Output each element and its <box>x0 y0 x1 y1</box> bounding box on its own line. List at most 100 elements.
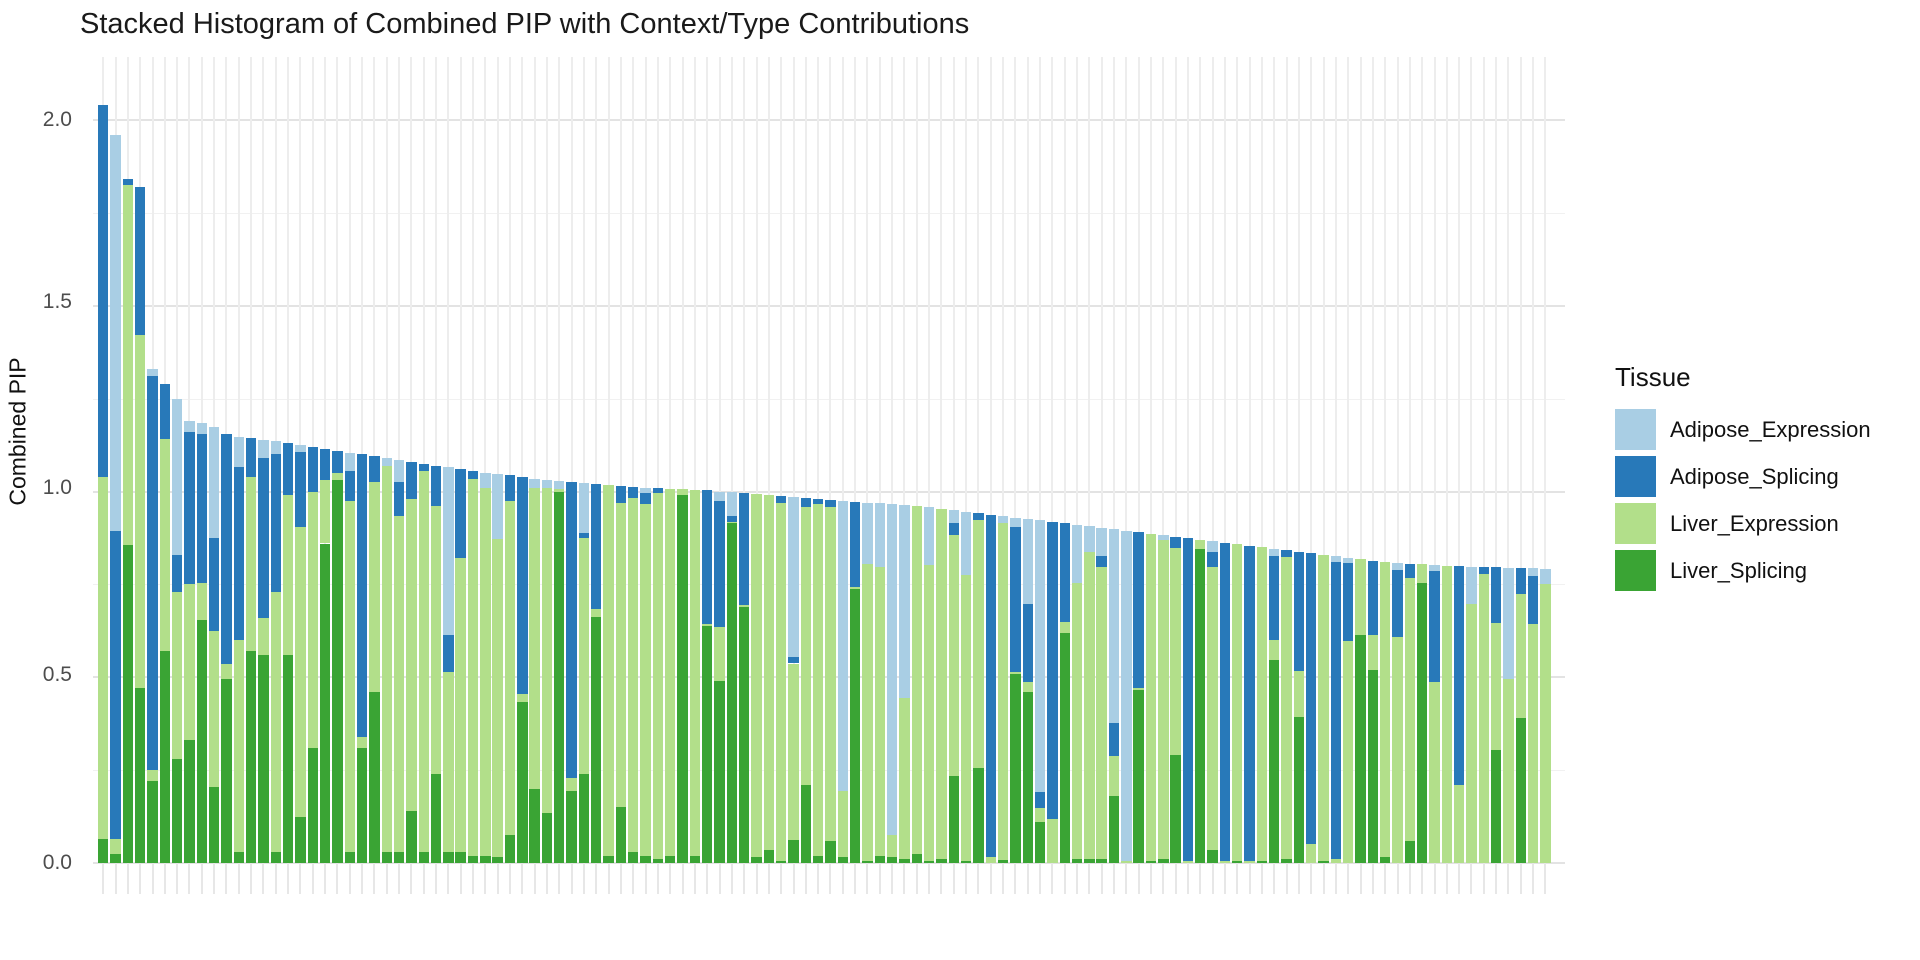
stacked-bar <box>110 134 121 863</box>
stacked-bar <box>911 505 922 863</box>
bar-segment-Liver_Splicing <box>1158 859 1169 863</box>
x-tick-mark <box>903 863 906 894</box>
gridline-vertical <box>1297 57 1300 863</box>
gridline-vertical <box>459 57 462 863</box>
bar-segment-Adipose_Splicing <box>418 463 429 472</box>
bar-segment-Liver_Splicing <box>1010 673 1021 863</box>
stacked-bar <box>1441 565 1453 863</box>
bar-segment-Adipose_Splicing <box>788 656 799 664</box>
bar-segment-Liver_Splicing <box>1404 840 1416 863</box>
bar-segment-Adipose_Splicing <box>1453 566 1465 786</box>
gridline-vertical <box>891 57 894 863</box>
bar-segment-Liver_Expression <box>812 503 824 856</box>
x-tick-mark <box>287 863 290 894</box>
bar-segment-Liver_Splicing <box>369 692 380 863</box>
stacked-bar <box>1034 520 1046 863</box>
bar-segment-Liver_Splicing <box>1071 859 1083 863</box>
x-tick-mark <box>928 863 931 894</box>
stacked-bar <box>775 495 787 863</box>
gridline-major <box>93 862 1565 864</box>
bar-segment-Liver_Splicing <box>381 851 392 863</box>
bar-segment-Liver_Splicing <box>886 857 898 863</box>
bar-segment-Liver_Expression <box>159 439 171 652</box>
bar-segment-Liver_Expression <box>1244 861 1255 863</box>
gridline-vertical <box>1039 57 1042 863</box>
gridline-vertical <box>1384 57 1387 863</box>
x-tick-mark <box>1076 863 1079 894</box>
bar-segment-Adipose_Splicing <box>122 179 134 186</box>
bar-segment-Liver_Expression <box>615 502 627 808</box>
stacked-bar <box>393 459 405 863</box>
gridline-vertical <box>435 57 438 863</box>
bar-segment-Adipose_Splicing <box>196 433 207 583</box>
gridline-vertical <box>1396 57 1399 863</box>
stacked-bar <box>319 448 331 863</box>
stacked-bar <box>406 461 417 863</box>
y-tick-label: 1.5 <box>42 290 72 313</box>
stacked-bar <box>1293 551 1305 863</box>
x-tick-mark <box>792 863 795 894</box>
bar-segment-Liver_Expression <box>270 591 281 852</box>
bar-segment-Adipose_Splicing <box>406 461 417 499</box>
bar-segment-Liver_Expression <box>899 698 910 860</box>
stacked-bar <box>788 497 799 863</box>
stacked-bar <box>566 482 577 863</box>
bar-segment-Adipose_Splicing <box>1490 567 1502 624</box>
bar-segment-Liver_Splicing <box>652 859 664 863</box>
bar-segment-Adipose_Splicing <box>455 469 466 559</box>
bar-segment-Adipose_Splicing <box>1034 791 1046 809</box>
gridline-vertical <box>1002 57 1005 863</box>
x-tick-mark <box>1248 863 1251 894</box>
bar-segment-Liver_Splicing <box>1108 796 1120 863</box>
bar-segment-Liver_Expression <box>911 505 922 854</box>
bar-segment-Adipose_Expression <box>1158 535 1169 541</box>
bar-segment-Adipose_Splicing <box>258 458 269 618</box>
legend-swatch-liver-expression <box>1615 503 1656 544</box>
bar-segment-Liver_Expression <box>751 494 762 858</box>
x-tick-mark <box>804 863 807 894</box>
bar-segment-Liver_Expression <box>726 521 738 524</box>
y-tick-label: 0.5 <box>42 663 72 686</box>
x-tick-mark <box>1519 863 1522 894</box>
bar-segment-Liver_Expression <box>1392 637 1403 863</box>
bar-segment-Adipose_Splicing <box>1478 566 1489 575</box>
gridline-vertical <box>1310 57 1313 863</box>
bar-segment-Liver_Expression <box>1453 785 1465 863</box>
stacked-bar <box>591 484 602 863</box>
gridline-vertical <box>1051 57 1054 863</box>
bar-segment-Liver_Splicing <box>1170 755 1181 863</box>
bar-segment-Liver_Expression <box>1022 682 1033 693</box>
bar-segment-Liver_Expression <box>1466 603 1477 863</box>
stacked-bar <box>640 487 651 863</box>
bar-segment-Liver_Expression <box>1010 671 1021 674</box>
bar-segment-Liver_Expression <box>319 480 331 544</box>
stacked-bar <box>134 186 146 863</box>
bar-segment-Liver_Expression <box>960 574 972 862</box>
x-tick-mark <box>1359 863 1362 894</box>
stacked-bar <box>122 179 134 863</box>
x-tick-mark <box>1532 863 1535 894</box>
bar-segment-Adipose_Splicing <box>1096 555 1107 567</box>
bar-segment-Adipose_Splicing <box>640 492 651 505</box>
gridline-vertical <box>656 57 659 863</box>
stacked-bar <box>270 441 281 863</box>
stacked-bar <box>221 433 232 863</box>
gridline-vertical <box>570 57 573 863</box>
bar-segment-Liver_Splicing <box>1515 718 1526 863</box>
bar-segment-Adipose_Splicing <box>1059 523 1070 622</box>
bar-segment-Liver_Splicing <box>1293 716 1305 863</box>
bar-segment-Adipose_Expression <box>837 500 848 791</box>
bar-segment-Liver_Splicing <box>1269 660 1280 863</box>
bar-segment-Liver_Expression <box>652 493 664 860</box>
bar-segment-Adipose_Expression <box>295 445 306 453</box>
stacked-bar <box>344 452 355 863</box>
bar-segment-Liver_Splicing <box>862 861 873 863</box>
bar-segment-Liver_Expression <box>603 484 614 856</box>
stacked-bar <box>1244 545 1255 863</box>
stacked-bar <box>1219 542 1231 863</box>
bar-segment-Liver_Expression <box>775 503 787 862</box>
bar-segment-Liver_Splicing <box>1059 633 1070 863</box>
bar-segment-Adipose_Expression <box>1330 556 1342 562</box>
stacked-bar <box>1343 557 1354 863</box>
bar-segment-Adipose_Splicing <box>591 484 602 609</box>
